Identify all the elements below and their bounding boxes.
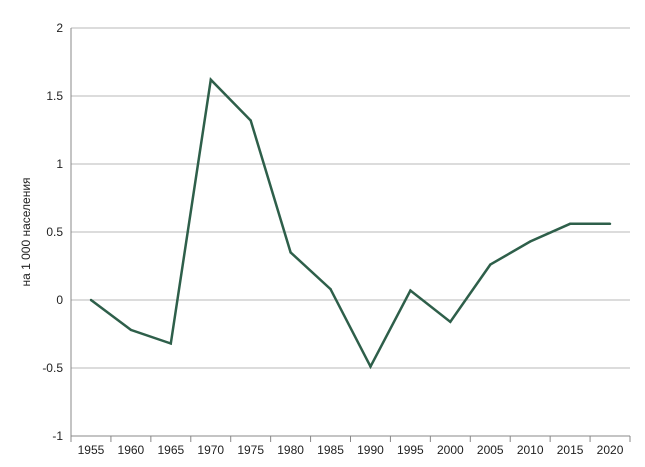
- data-point: [489, 263, 492, 266]
- data-point: [528, 240, 532, 243]
- y-tick-label: 1.5: [46, 89, 63, 103]
- data-point: [129, 328, 133, 332]
- x-tick-label: 1955: [78, 443, 105, 457]
- x-tick-label: 1960: [118, 443, 145, 457]
- data-point: [289, 251, 292, 254]
- y-tick-label: -1: [52, 429, 63, 443]
- y-tick-label: 0: [56, 293, 63, 307]
- x-tick-label: 2015: [557, 443, 584, 457]
- data-point: [608, 222, 612, 226]
- tick-labels: -1 -0.5 0 0.5 1 1.5 2 1955 1960 1965 1970 1975 1980 1…: [42, 21, 623, 457]
- y-tick-label: 2: [56, 21, 63, 35]
- x-tick-label: 2020: [597, 443, 624, 457]
- x-tick-label: 1980: [277, 443, 304, 457]
- gridlines: [71, 27, 630, 437]
- x-tick-label: 1975: [237, 443, 264, 457]
- data-point: [209, 78, 212, 81]
- data-point: [249, 119, 252, 122]
- x-tick-label: 1985: [317, 443, 344, 457]
- axes: [70, 28, 631, 442]
- y-tick-label: 0.5: [46, 225, 63, 239]
- series-layer: [89, 77, 612, 370]
- data-point: [369, 365, 372, 368]
- data-point: [169, 342, 173, 345]
- data-point: [449, 320, 452, 323]
- x-tick-label: 2000: [437, 443, 464, 457]
- x-tick-label: 2010: [517, 443, 544, 457]
- y-tick-label: 1: [56, 157, 63, 171]
- y-axis-title: на 1 000 населения: [19, 177, 33, 286]
- x-tick-label: 1965: [157, 443, 184, 457]
- y-tick-label: -0.5: [42, 361, 63, 375]
- data-point: [329, 287, 332, 291]
- x-tick-label: 1970: [197, 443, 224, 457]
- data-point: [568, 222, 572, 226]
- x-tick-label: 1995: [397, 443, 424, 457]
- x-tick-label: 1990: [357, 443, 384, 457]
- x-tick-label: 2005: [477, 443, 504, 457]
- data-point: [409, 289, 412, 292]
- data-point: [89, 298, 93, 302]
- series-line: [90, 77, 610, 370]
